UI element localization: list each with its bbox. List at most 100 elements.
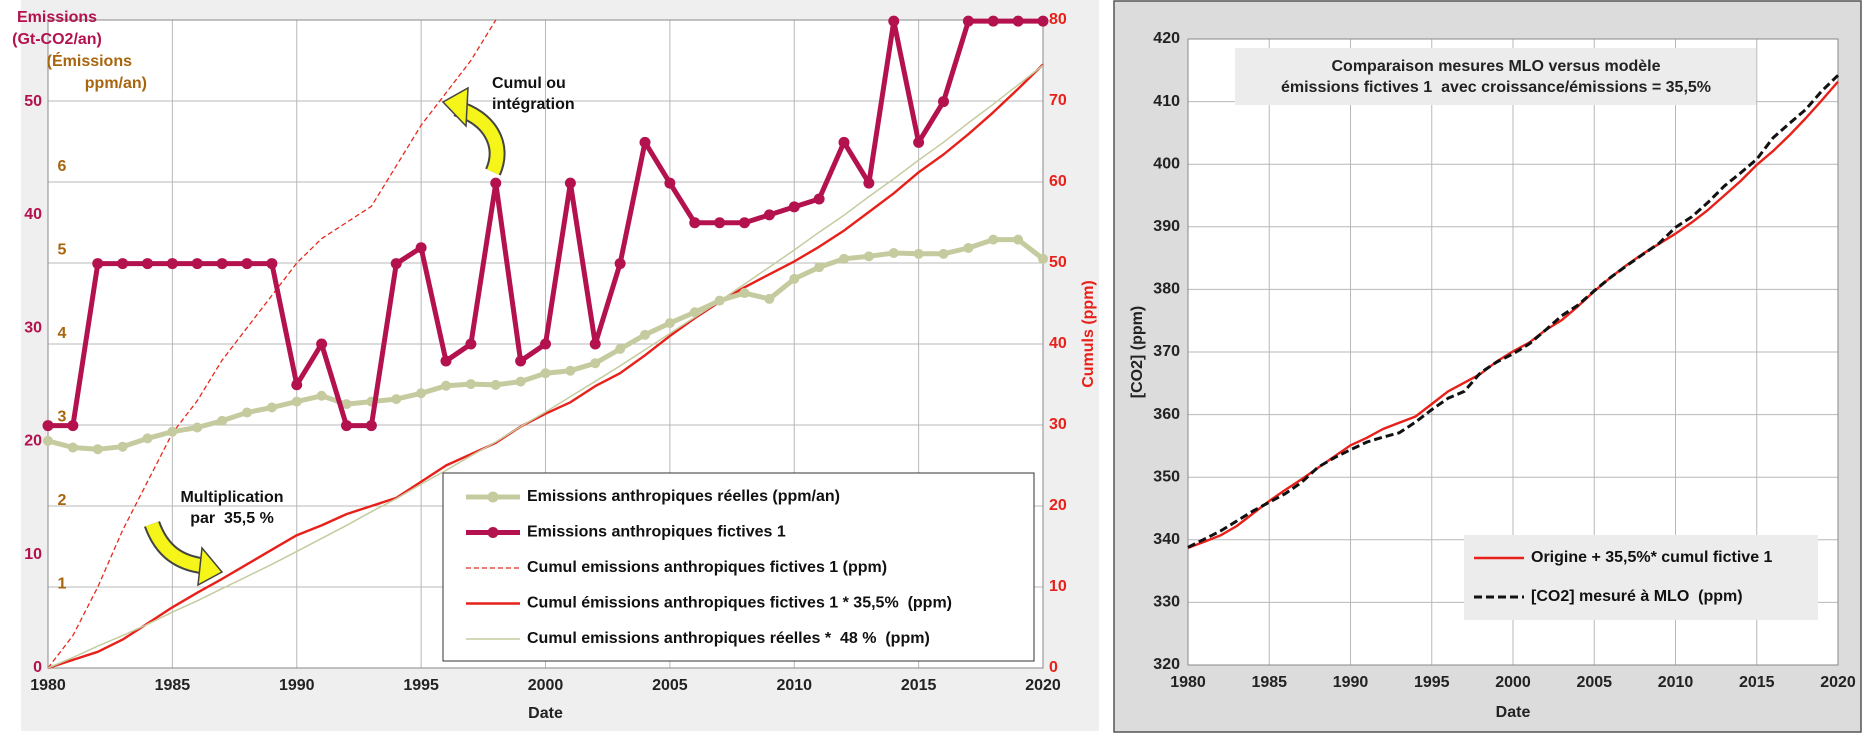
- y-tick-label: 0: [33, 659, 42, 676]
- annotation: Multiplication: [180, 489, 283, 506]
- data-point: [42, 420, 54, 432]
- data-point: [440, 355, 452, 367]
- legend-label: Cumul émissions anthropiques fictives 1 …: [527, 595, 952, 612]
- y-tick-label: 420: [1153, 30, 1180, 47]
- data-point: [266, 402, 277, 413]
- legend-label: Origine + 35,5%* cumul fictive 1: [1531, 549, 1773, 566]
- data-point: [117, 258, 129, 270]
- y3-axis-title: ppm/an): [85, 75, 147, 92]
- data-point: [788, 201, 800, 213]
- data-point: [465, 338, 477, 350]
- data-point: [913, 136, 925, 148]
- y-tick-label: 30: [24, 319, 42, 336]
- data-point: [490, 379, 501, 390]
- y-tick-label: 40: [24, 206, 42, 223]
- data-point: [589, 338, 601, 350]
- y3-tick-label: 5: [58, 242, 67, 259]
- data-point: [167, 426, 178, 437]
- arrow-head: [197, 546, 224, 587]
- data-point: [191, 258, 203, 270]
- data-point: [888, 15, 900, 27]
- y-tick-label: 380: [1153, 281, 1180, 298]
- y-tick-label: 50: [24, 93, 42, 110]
- annotation: par 35,5 %: [190, 510, 274, 527]
- data-point: [515, 355, 527, 367]
- data-point: [390, 258, 402, 270]
- data-point: [689, 307, 700, 318]
- data-point: [1012, 15, 1024, 27]
- plot-frame: [47, 19, 1044, 669]
- data-point: [664, 177, 676, 189]
- data-point: [365, 420, 377, 432]
- data-point: [92, 258, 104, 270]
- legend-marker: [487, 491, 499, 503]
- y2-axis-title: Cumuls (ppm): [1080, 280, 1097, 388]
- data-point: [415, 242, 427, 254]
- y-tick-label: 400: [1153, 155, 1180, 172]
- data-point: [92, 444, 103, 455]
- y2-tick-label: 80: [1049, 11, 1067, 28]
- data-point: [987, 15, 999, 27]
- y2-tick-label: 40: [1049, 335, 1067, 352]
- y-tick-label: 390: [1153, 218, 1180, 235]
- series-line: [47, 19, 497, 669]
- x-tick-label: 1990: [279, 677, 315, 694]
- arrow-head: [441, 86, 469, 128]
- y-tick-label: 340: [1153, 531, 1180, 548]
- y2-tick-label: 30: [1049, 416, 1067, 433]
- data-point: [764, 293, 775, 304]
- data-point: [241, 258, 253, 270]
- data-point: [963, 242, 974, 253]
- data-point: [962, 15, 974, 27]
- data-point: [316, 390, 327, 401]
- y-tick-label: 350: [1153, 468, 1180, 485]
- data-point: [1013, 234, 1024, 245]
- series-line: [47, 64, 1044, 669]
- y-tick-label: 10: [24, 546, 42, 563]
- x-tick-label: 1980: [30, 677, 66, 694]
- y-tick-label: 370: [1153, 343, 1180, 360]
- data-point: [714, 295, 725, 306]
- y3-axis-title: (Émissions: [47, 51, 132, 70]
- legend-marker: [487, 527, 499, 538]
- data-point: [739, 288, 750, 299]
- data-point: [888, 247, 899, 258]
- x-tick-label: 1985: [1251, 674, 1287, 691]
- data-point: [391, 394, 402, 405]
- data-point: [590, 358, 601, 369]
- data-point: [763, 209, 775, 221]
- y2-tick-label: 0: [1049, 659, 1058, 676]
- data-point: [291, 396, 302, 407]
- data-point: [67, 442, 78, 453]
- data-point: [913, 248, 924, 259]
- chart-title: Comparaison mesures MLO versus modèle: [1332, 58, 1661, 75]
- legend-box: [442, 472, 1035, 662]
- y-tick-label: 20: [24, 433, 42, 450]
- legend-label: Cumul emissions anthropiques réelles * 4…: [527, 630, 930, 647]
- y3-tick-label: 3: [58, 409, 67, 426]
- x-tick-label: 2020: [1820, 674, 1856, 691]
- legend-label: Cumul emissions anthropiques fictives 1 …: [527, 559, 887, 576]
- data-point: [938, 248, 949, 259]
- title-box: [1235, 48, 1756, 105]
- legend-label: Emissions anthropiques réelles (ppm/an): [527, 488, 840, 505]
- data-point: [341, 399, 352, 410]
- y-tick-label: 360: [1153, 406, 1180, 423]
- x-tick-label: 2005: [1576, 674, 1612, 691]
- y2-tick-label: 70: [1049, 92, 1067, 109]
- data-point: [465, 379, 476, 390]
- x-tick-label: 2020: [1025, 677, 1061, 694]
- data-point: [639, 136, 651, 148]
- data-point: [614, 258, 626, 270]
- data-point: [142, 433, 153, 444]
- data-point: [565, 365, 576, 376]
- data-point: [789, 273, 800, 284]
- data-point: [615, 344, 626, 355]
- data-point: [689, 217, 701, 229]
- x-tick-label: 2010: [1658, 674, 1694, 691]
- x-tick-label: 1985: [155, 677, 191, 694]
- data-point: [540, 338, 551, 350]
- y2-tick-label: 50: [1049, 254, 1067, 271]
- data-point: [564, 177, 576, 189]
- annotation: Cumul ou: [492, 75, 566, 92]
